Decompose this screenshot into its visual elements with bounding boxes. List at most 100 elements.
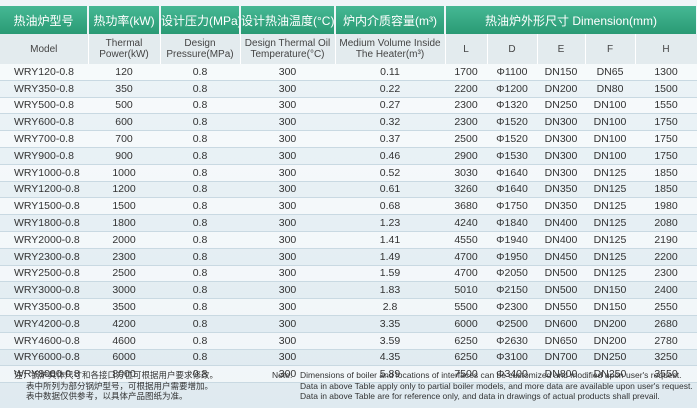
table-cell: 300 [240, 113, 335, 132]
header-cell: Medium Volume Inside The Heater(m³) [335, 34, 446, 64]
table-cell: DN700 [537, 349, 585, 367]
table-cell: 2190 [635, 231, 697, 249]
table-cell: 1750 [635, 130, 697, 148]
table-cell: Φ1530 [487, 147, 537, 165]
table-cell: 4240 [445, 214, 487, 232]
table-cell: 300 [240, 214, 335, 232]
note-line: Data in above Table apply only to partia… [300, 380, 693, 391]
note-line: Dimensions of boiler and locations of in… [300, 370, 682, 380]
table-cell: 0.32 [335, 113, 445, 132]
table-row: WRY4600-0.8 4600 0.8 300 3.59 6250 Φ2630 DN650 D… [0, 332, 697, 350]
table-cell: 3000 [88, 281, 160, 300]
table-cell: Φ3100 [487, 349, 537, 367]
header-cell: L [445, 34, 488, 64]
table-cell: WRY1800-0.8 [0, 214, 88, 232]
table-cell: 2200 [445, 80, 487, 98]
table-cell: 3030 [445, 164, 487, 182]
table-cell: 300 [240, 315, 335, 333]
table-cell: DN100 [585, 97, 635, 115]
table-cell: 4.35 [335, 349, 445, 367]
table-row: WRY1500-0.8 1500 0.8 300 0.68 3680 Φ1750 DN350 D… [0, 197, 697, 216]
table-cell: 2500 [445, 130, 487, 148]
table-cell: 3680 [445, 197, 487, 216]
table-cell: 300 [240, 97, 335, 115]
table-cell: DN350 [537, 181, 585, 199]
table-cell: 5.89 [335, 365, 445, 384]
table-cell: Φ2150 [487, 281, 537, 300]
table-cell: 300 [240, 281, 335, 300]
table-row: WRY2000-0.8 2000 0.8 300 1.41 4550 Φ1940 DN400 D… [0, 231, 697, 249]
table-cell: 0.8 [160, 113, 240, 132]
header-row-en: Model Thermal Power(kW) Design Pressure(MP… [0, 34, 697, 64]
table-cell: 1750 [635, 147, 697, 165]
table-cell: 700 [88, 130, 160, 148]
table-cell: 1800 [88, 214, 160, 232]
table-cell: WRY1000-0.8 [0, 164, 88, 182]
notes-cn: 注：锅炉具体尺寸和各接口方位可根据用户要求修改。 表中所列为部分锅炉型号，可根据用… [14, 370, 218, 402]
table-cell: DN800 [537, 365, 585, 384]
table-cell: 2780 [635, 332, 697, 350]
table-cell: 0.8 [160, 365, 240, 384]
table-cell: 300 [240, 147, 335, 165]
table-cell: 0.8 [160, 265, 240, 283]
table-cell: 4600 [88, 332, 160, 350]
table-cell: 0.8 [160, 298, 240, 316]
table-cell: 600 [88, 113, 160, 132]
header-cell: 炉内介质容量(m³) [335, 6, 446, 34]
table-row: WRY3000-0.8 3000 0.8 300 1.83 5010 Φ2150 DN500 D… [0, 281, 697, 300]
header-cell: E [537, 34, 586, 64]
table-cell: 0.61 [335, 181, 445, 199]
table-cell: WRY8000-0.8 [0, 365, 88, 384]
table-cell: WRY4600-0.8 [0, 332, 88, 350]
table-cell: 1.83 [335, 281, 445, 300]
table-cell: 2300 [445, 97, 487, 115]
table-cell: WRY6000-0.8 [0, 349, 88, 367]
table-cell: WRY700-0.8 [0, 130, 88, 148]
table-cell: DN125 [585, 231, 635, 249]
table-cell: 300 [240, 349, 335, 367]
table-cell: 350 [88, 80, 160, 98]
table-cell: DN150 [537, 64, 585, 81]
table-cell: 8000 [88, 365, 160, 384]
table-cell: 6000 [445, 315, 487, 333]
table-cell: DN65 [585, 64, 635, 81]
table-cell: DN500 [537, 281, 585, 300]
table-cell: Φ1320 [487, 97, 537, 115]
table-cell: DN300 [537, 147, 585, 165]
table-cell: WRY2000-0.8 [0, 231, 88, 249]
table-row: WRY600-0.8 600 0.8 300 0.32 2300 Φ1520 DN300 DN1… [0, 113, 697, 132]
table-cell: DN200 [537, 80, 585, 98]
table-cell: 0.8 [160, 332, 240, 350]
table-cell: 4700 [445, 248, 487, 266]
table-cell: 2.8 [335, 298, 445, 316]
table-cell: 0.8 [160, 214, 240, 232]
table-cell: 3.35 [335, 315, 445, 333]
table-cell: 2000 [88, 231, 160, 249]
table-row: WRY1000-0.8 1000 0.8 300 0.52 3030 Φ1640 DN300 D… [0, 164, 697, 182]
table-row: WRY350-0.8 350 0.8 300 0.22 2200 Φ1200 DN200 DN8… [0, 80, 697, 98]
table-cell: Φ2500 [487, 315, 537, 333]
table-cell: 1980 [635, 197, 697, 216]
table-cell: 0.8 [160, 64, 240, 81]
table-cell: DN125 [585, 214, 635, 232]
table-cell: WRY600-0.8 [0, 113, 88, 132]
table-cell: 0.68 [335, 197, 445, 216]
table-cell: 0.8 [160, 130, 240, 148]
table-cell: Φ1100 [487, 64, 537, 81]
table-cell: 2080 [635, 214, 697, 232]
header-cell: F [585, 34, 636, 64]
table-cell: 0.8 [160, 231, 240, 249]
table-cell: 3500 [88, 298, 160, 316]
table-cell: 7500 [445, 365, 487, 384]
table-cell: Φ1840 [487, 214, 537, 232]
table-cell: DN150 [585, 298, 635, 316]
header-cell: D [487, 34, 538, 64]
table-cell: 0.8 [160, 80, 240, 98]
table-row: WRY2500-0.8 2500 0.8 300 1.59 4700 Φ2050 DN500 D… [0, 265, 697, 283]
table-cell: DN125 [585, 164, 635, 182]
table-cell: DN300 [537, 113, 585, 132]
table-cell: 0.8 [160, 197, 240, 216]
header-cell: 热油炉型号 [0, 6, 89, 34]
table-head: 热油炉型号 热功率(kW) 设计压力(MPa) 设计热油温度(°C) 炉内介质容量(m³… [0, 6, 697, 64]
